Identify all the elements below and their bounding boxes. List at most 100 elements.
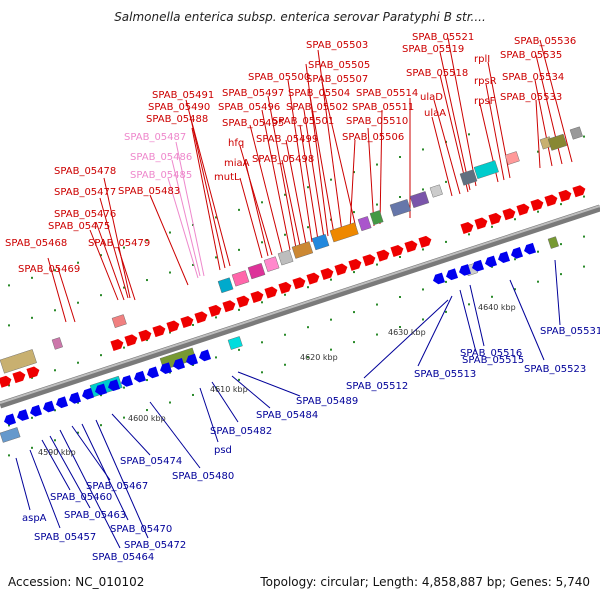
ruler-tick xyxy=(583,195,585,198)
gene-label-forward[interactable]: SPAB_05475 xyxy=(48,221,110,232)
gene-label-reverse[interactable]: SPAB_05463 xyxy=(64,510,126,521)
gene-label-reverse[interactable]: SPAB_05460 xyxy=(50,492,112,503)
gene-label-reverse[interactable]: SPAB_05531 xyxy=(540,326,600,337)
gene-label-forward[interactable]: rpsR xyxy=(474,76,497,87)
gene-feature-box xyxy=(473,160,499,180)
reverse-gene-arrow xyxy=(146,366,159,379)
gene-label-reverse[interactable]: SPAB_05484 xyxy=(256,410,318,421)
gene-label-reverse[interactable]: SPAB_05523 xyxy=(524,364,586,375)
leader-line xyxy=(47,257,67,323)
gene-label-forward[interactable]: SPAB_05505 xyxy=(308,60,370,71)
ruler-tick xyxy=(169,231,171,234)
ruler-tick xyxy=(192,363,194,366)
gene-label-forward[interactable]: SPAB_05485 xyxy=(130,170,192,181)
reverse-gene-arrow xyxy=(446,268,459,281)
ruler-tick xyxy=(123,286,125,289)
forward-gene-arrow xyxy=(334,263,348,276)
topology-text: Topology: circular; Length: 4,858,887 bp… xyxy=(260,575,590,589)
gene-label-forward[interactable]: rpsF xyxy=(474,96,496,107)
gene-label-forward[interactable]: SPAB_05518 xyxy=(406,68,468,79)
gene-label-forward[interactable]: SPAB_05483 xyxy=(118,186,180,197)
gene-label-reverse[interactable]: SPAB_05470 xyxy=(110,524,172,535)
gene-label-forward[interactable]: mutL xyxy=(214,172,240,183)
gene-label-reverse[interactable]: SPAB_05515 xyxy=(462,355,524,366)
gene-label-forward[interactable]: SPAB_05479 xyxy=(88,238,150,249)
gene-label-reverse[interactable]: aspA xyxy=(22,513,47,524)
gene-label-forward[interactable]: SPAB_05490 xyxy=(148,102,210,113)
ruler-tick xyxy=(238,378,240,381)
gene-label-forward[interactable]: SPAB_05501 xyxy=(272,116,334,127)
gene-label-forward[interactable]: SPAB_05500 xyxy=(248,72,310,83)
gene-label-forward[interactable]: SPAB_05488 xyxy=(146,114,208,125)
gene-label-forward[interactable]: SPAB_05476 xyxy=(54,209,116,220)
gene-label-forward[interactable]: SPAB_05498 xyxy=(252,154,314,165)
ruler-tick xyxy=(560,203,562,206)
gene-label-reverse[interactable]: SPAB_05480 xyxy=(172,471,234,482)
gene-label-forward[interactable]: SPAB_05477 xyxy=(54,187,116,198)
ruler-tick xyxy=(123,246,125,249)
reverse-gene-arrow xyxy=(510,247,524,259)
leader-line xyxy=(309,95,335,235)
gene-label-forward[interactable]: SPAB_05511 xyxy=(352,102,414,113)
reverse-gene-arrow xyxy=(107,379,120,392)
gene-label-forward[interactable]: SPAB_05503 xyxy=(306,40,368,51)
leader-line xyxy=(81,423,129,521)
gene-label-reverse[interactable]: SPAB_05482 xyxy=(210,426,272,437)
ruler-tick xyxy=(31,446,33,449)
ruler-tick xyxy=(123,416,125,419)
gene-label-reverse[interactable]: SPAB_05513 xyxy=(414,369,476,380)
gene-feature-box xyxy=(231,270,250,287)
gene-label-forward[interactable]: SPAB_05533 xyxy=(500,92,562,103)
gene-label-reverse[interactable]: psd xyxy=(214,445,232,456)
gene-label-forward[interactable]: SPAB_05506 xyxy=(342,132,404,143)
gene-label-forward[interactable]: miaA xyxy=(224,158,250,169)
gene-label-forward[interactable]: SPAB_05487 xyxy=(124,132,186,143)
gene-label-reverse[interactable]: SPAB_05457 xyxy=(34,532,96,543)
gene-label-forward[interactable]: SPAB_05534 xyxy=(502,72,564,83)
gene-label-reverse[interactable]: SPAB_05474 xyxy=(120,456,182,467)
gene-feature-box xyxy=(111,314,127,328)
gene-label-reverse[interactable]: SPAB_05472 xyxy=(124,540,186,551)
gene-label-forward[interactable]: SPAB_05478 xyxy=(54,166,116,177)
gene-label-forward[interactable]: SPAB_05496 xyxy=(218,102,280,113)
leader-line xyxy=(41,439,71,491)
gene-label-forward[interactable]: SPAB_05495 xyxy=(222,118,284,129)
gene-label-reverse[interactable]: SPAB_05467 xyxy=(86,481,148,492)
gene-label-forward[interactable]: SPAB_05521 xyxy=(412,32,474,43)
gene-label-forward[interactable]: SPAB_05499 xyxy=(256,134,318,145)
gene-label-forward[interactable]: SPAB_05486 xyxy=(130,152,192,163)
gene-label-forward[interactable]: ulaD xyxy=(420,92,443,103)
gene-label-reverse[interactable]: SPAB_05516 xyxy=(460,348,522,359)
leader-line xyxy=(317,49,343,233)
reverse-gene-arrow xyxy=(4,413,17,426)
gene-feature-box xyxy=(217,277,234,294)
gene-label-forward[interactable]: SPAB_05514 xyxy=(356,88,418,99)
gene-label-forward[interactable]: rplI xyxy=(474,54,490,65)
ruler-tick xyxy=(146,409,148,412)
forward-gene-arrow xyxy=(572,185,586,198)
gene-label-forward[interactable]: SPAB_05536 xyxy=(514,36,576,47)
leader-line xyxy=(535,99,541,169)
gene-label-reverse[interactable]: SPAB_05512 xyxy=(346,381,408,392)
leader-line xyxy=(99,197,129,299)
ruler-tick xyxy=(376,303,378,306)
gene-label-forward[interactable]: ulaA xyxy=(424,108,446,119)
gene-label-reverse[interactable]: SPAB_05489 xyxy=(296,396,358,407)
reverse-gene-arrow xyxy=(68,392,81,404)
gene-label-forward[interactable]: SPAB_05507 xyxy=(306,74,368,85)
leader-line xyxy=(239,145,273,256)
gene-label-forward[interactable]: SPAB_05497 xyxy=(222,88,284,99)
gene-label-forward[interactable]: SPAB_05504 xyxy=(288,88,350,99)
gene-label-forward[interactable]: SPAB_05491 xyxy=(152,90,214,101)
gene-label-forward[interactable]: SPAB_05510 xyxy=(346,116,408,127)
gene-label-forward[interactable]: hfq xyxy=(228,138,244,149)
gene-label-forward[interactable]: SPAB_05468 xyxy=(5,238,67,249)
forward-gene-arrow xyxy=(418,235,432,248)
ruler-tick xyxy=(169,401,171,404)
ruler-tick xyxy=(284,363,286,366)
gene-label-forward[interactable]: SPAB_05469 xyxy=(18,264,80,275)
gene-label-forward[interactable]: SPAB_05502 xyxy=(286,102,348,113)
gene-label-reverse[interactable]: SPAB_05464 xyxy=(92,552,154,563)
gene-label-forward[interactable]: SPAB_05535 xyxy=(500,50,562,61)
gene-label-forward[interactable]: SPAB_05519 xyxy=(402,44,464,55)
